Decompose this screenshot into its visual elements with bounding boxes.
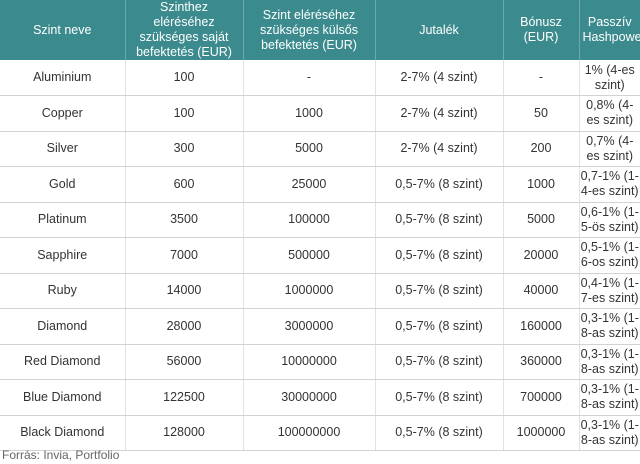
cell-bonus: 160000 — [503, 308, 580, 345]
cell-external-investment: 100000000 — [243, 415, 376, 451]
header-passive-hashpower: Passzív Hashpower — [579, 0, 640, 60]
cell-own-investment: 100 — [125, 95, 244, 132]
table-row: Platinum 3500 100000 0,5-7% (8 szint) 5000 0,… — [0, 202, 640, 238]
cell-passive-hashpower: 0,5-1% (1-6-os szint) — [579, 237, 640, 274]
cell-level-name: Silver — [0, 131, 126, 167]
cell-level-name: Blue Diamond — [0, 379, 126, 416]
cell-own-investment: 3500 — [125, 202, 244, 238]
cell-external-investment: 500000 — [243, 237, 376, 274]
cell-own-investment: 7000 — [125, 237, 244, 274]
cell-own-investment: 600 — [125, 166, 244, 203]
cell-passive-hashpower: 0,7% (4-es szint) — [579, 131, 640, 167]
cell-own-investment: 56000 — [125, 344, 244, 380]
header-row: Szint neve Szinthez eléréséhez szükséges… — [0, 0, 640, 60]
cell-external-investment: - — [243, 60, 376, 96]
table-row: Blue Diamond 122500 30000000 0,5-7% (8 szin… — [0, 379, 640, 416]
cell-external-investment: 100000 — [243, 202, 376, 238]
table-row: Diamond 28000 3000000 0,5-7% (8 szint) 16000… — [0, 308, 640, 345]
cell-commission: 0,5-7% (8 szint) — [375, 273, 504, 309]
cell-passive-hashpower: 0,6-1% (1-5-ös szint) — [579, 202, 640, 238]
cell-passive-hashpower: 0,3-1% (1-8-as szint) — [579, 344, 640, 380]
cell-bonus: 360000 — [503, 344, 580, 380]
cell-external-investment: 10000000 — [243, 344, 376, 380]
cell-commission: 2-7% (4 szint) — [375, 95, 504, 132]
cell-external-investment: 3000000 — [243, 308, 376, 345]
cell-passive-hashpower: 1% (4-es szint) — [579, 60, 640, 96]
cell-passive-hashpower: 0,3-1% (1-8-as szint) — [579, 415, 640, 451]
cell-own-investment: 14000 — [125, 273, 244, 309]
cell-own-investment: 300 — [125, 131, 244, 167]
header-own-investment: Szinthez eléréséhez szükséges saját befe… — [125, 0, 244, 60]
cell-bonus: 50 — [503, 95, 580, 132]
cell-level-name: Red Diamond — [0, 344, 126, 380]
source-note: Forrás: Invia, Portfolio — [2, 448, 120, 462]
cell-commission: 0,5-7% (8 szint) — [375, 308, 504, 345]
cell-commission: 0,5-7% (8 szint) — [375, 202, 504, 238]
levels-table: Szint neve Szinthez eléréséhez szükséges… — [0, 0, 640, 451]
cell-commission: 0,5-7% (8 szint) — [375, 379, 504, 416]
cell-bonus: 20000 — [503, 237, 580, 274]
cell-passive-hashpower: 0,8% (4-es szint) — [579, 95, 640, 132]
cell-external-investment: 1000000 — [243, 273, 376, 309]
header-bonus: Bónusz (EUR) — [503, 0, 580, 60]
table-row: Black Diamond 128000 100000000 0,5-7% (8 sz… — [0, 415, 640, 451]
cell-commission: 0,5-7% (8 szint) — [375, 415, 504, 451]
table-row: Ruby 14000 1000000 0,5-7% (8 szint) 40000 0,4… — [0, 273, 640, 309]
cell-bonus: 40000 — [503, 273, 580, 309]
cell-bonus: 200 — [503, 131, 580, 167]
cell-external-investment: 25000 — [243, 166, 376, 203]
cell-commission: 0,5-7% (8 szint) — [375, 237, 504, 274]
cell-bonus: 700000 — [503, 379, 580, 416]
cell-level-name: Ruby — [0, 273, 126, 309]
cell-commission: 0,5-7% (8 szint) — [375, 166, 504, 203]
header-external-investment: Szint eléréséhez szükséges külsős befekt… — [243, 0, 376, 60]
header-level-name: Szint neve — [0, 0, 126, 60]
cell-passive-hashpower: 0,3-1% (1-8-as szint) — [579, 308, 640, 345]
table-row: Copper 100 1000 2-7% (4 szint) 50 0,8% (4-es … — [0, 95, 640, 132]
cell-level-name: Platinum — [0, 202, 126, 238]
cell-external-investment: 5000 — [243, 131, 376, 167]
cell-level-name: Aluminium — [0, 60, 126, 96]
cell-bonus: - — [503, 60, 580, 96]
cell-external-investment: 30000000 — [243, 379, 376, 416]
table-row: Silver 300 5000 2-7% (4 szint) 200 0,7% (4-es… — [0, 131, 640, 167]
table-row: Aluminium 100-2-7% (4 szint) -1% (4-es szi… — [0, 60, 640, 96]
cell-level-name: Copper — [0, 95, 126, 132]
table-row: Gold 600 25000 0,5-7% (8 szint) 1000 0,7-1% (… — [0, 166, 640, 203]
cell-bonus: 5000 — [503, 202, 580, 238]
cell-bonus: 1000 — [503, 166, 580, 203]
header-commission: Jutalék — [375, 0, 504, 60]
cell-external-investment: 1000 — [243, 95, 376, 132]
cell-own-investment: 28000 — [125, 308, 244, 345]
cell-own-investment: 122500 — [125, 379, 244, 416]
cell-passive-hashpower: 0,7-1% (1-4-es szint) — [579, 166, 640, 203]
cell-commission: 2-7% (4 szint) — [375, 60, 504, 96]
cell-passive-hashpower: 0,3-1% (1-8-as szint) — [579, 379, 640, 416]
cell-level-name: Diamond — [0, 308, 126, 345]
table-row: Sapphire 7000 500000 0,5-7% (8 szint) 20000 0… — [0, 237, 640, 274]
cell-bonus: 1000000 — [503, 415, 580, 451]
cell-level-name: Black Diamond — [0, 415, 126, 451]
cell-own-investment: 128000 — [125, 415, 244, 451]
table-row: Red Diamond 56000 10000000 0,5-7% (8 szint)… — [0, 344, 640, 380]
cell-commission: 0,5-7% (8 szint) — [375, 344, 504, 380]
cell-level-name: Sapphire — [0, 237, 126, 274]
table-body: Aluminium 100-2-7% (4 szint) -1% (4-es szi… — [0, 60, 640, 451]
cell-level-name: Gold — [0, 166, 126, 203]
table-header: Szint neve Szinthez eléréséhez szükséges… — [0, 0, 640, 60]
cell-commission: 2-7% (4 szint) — [375, 131, 504, 167]
cell-own-investment: 100 — [125, 60, 244, 96]
cell-passive-hashpower: 0,4-1% (1-7-es szint) — [579, 273, 640, 309]
